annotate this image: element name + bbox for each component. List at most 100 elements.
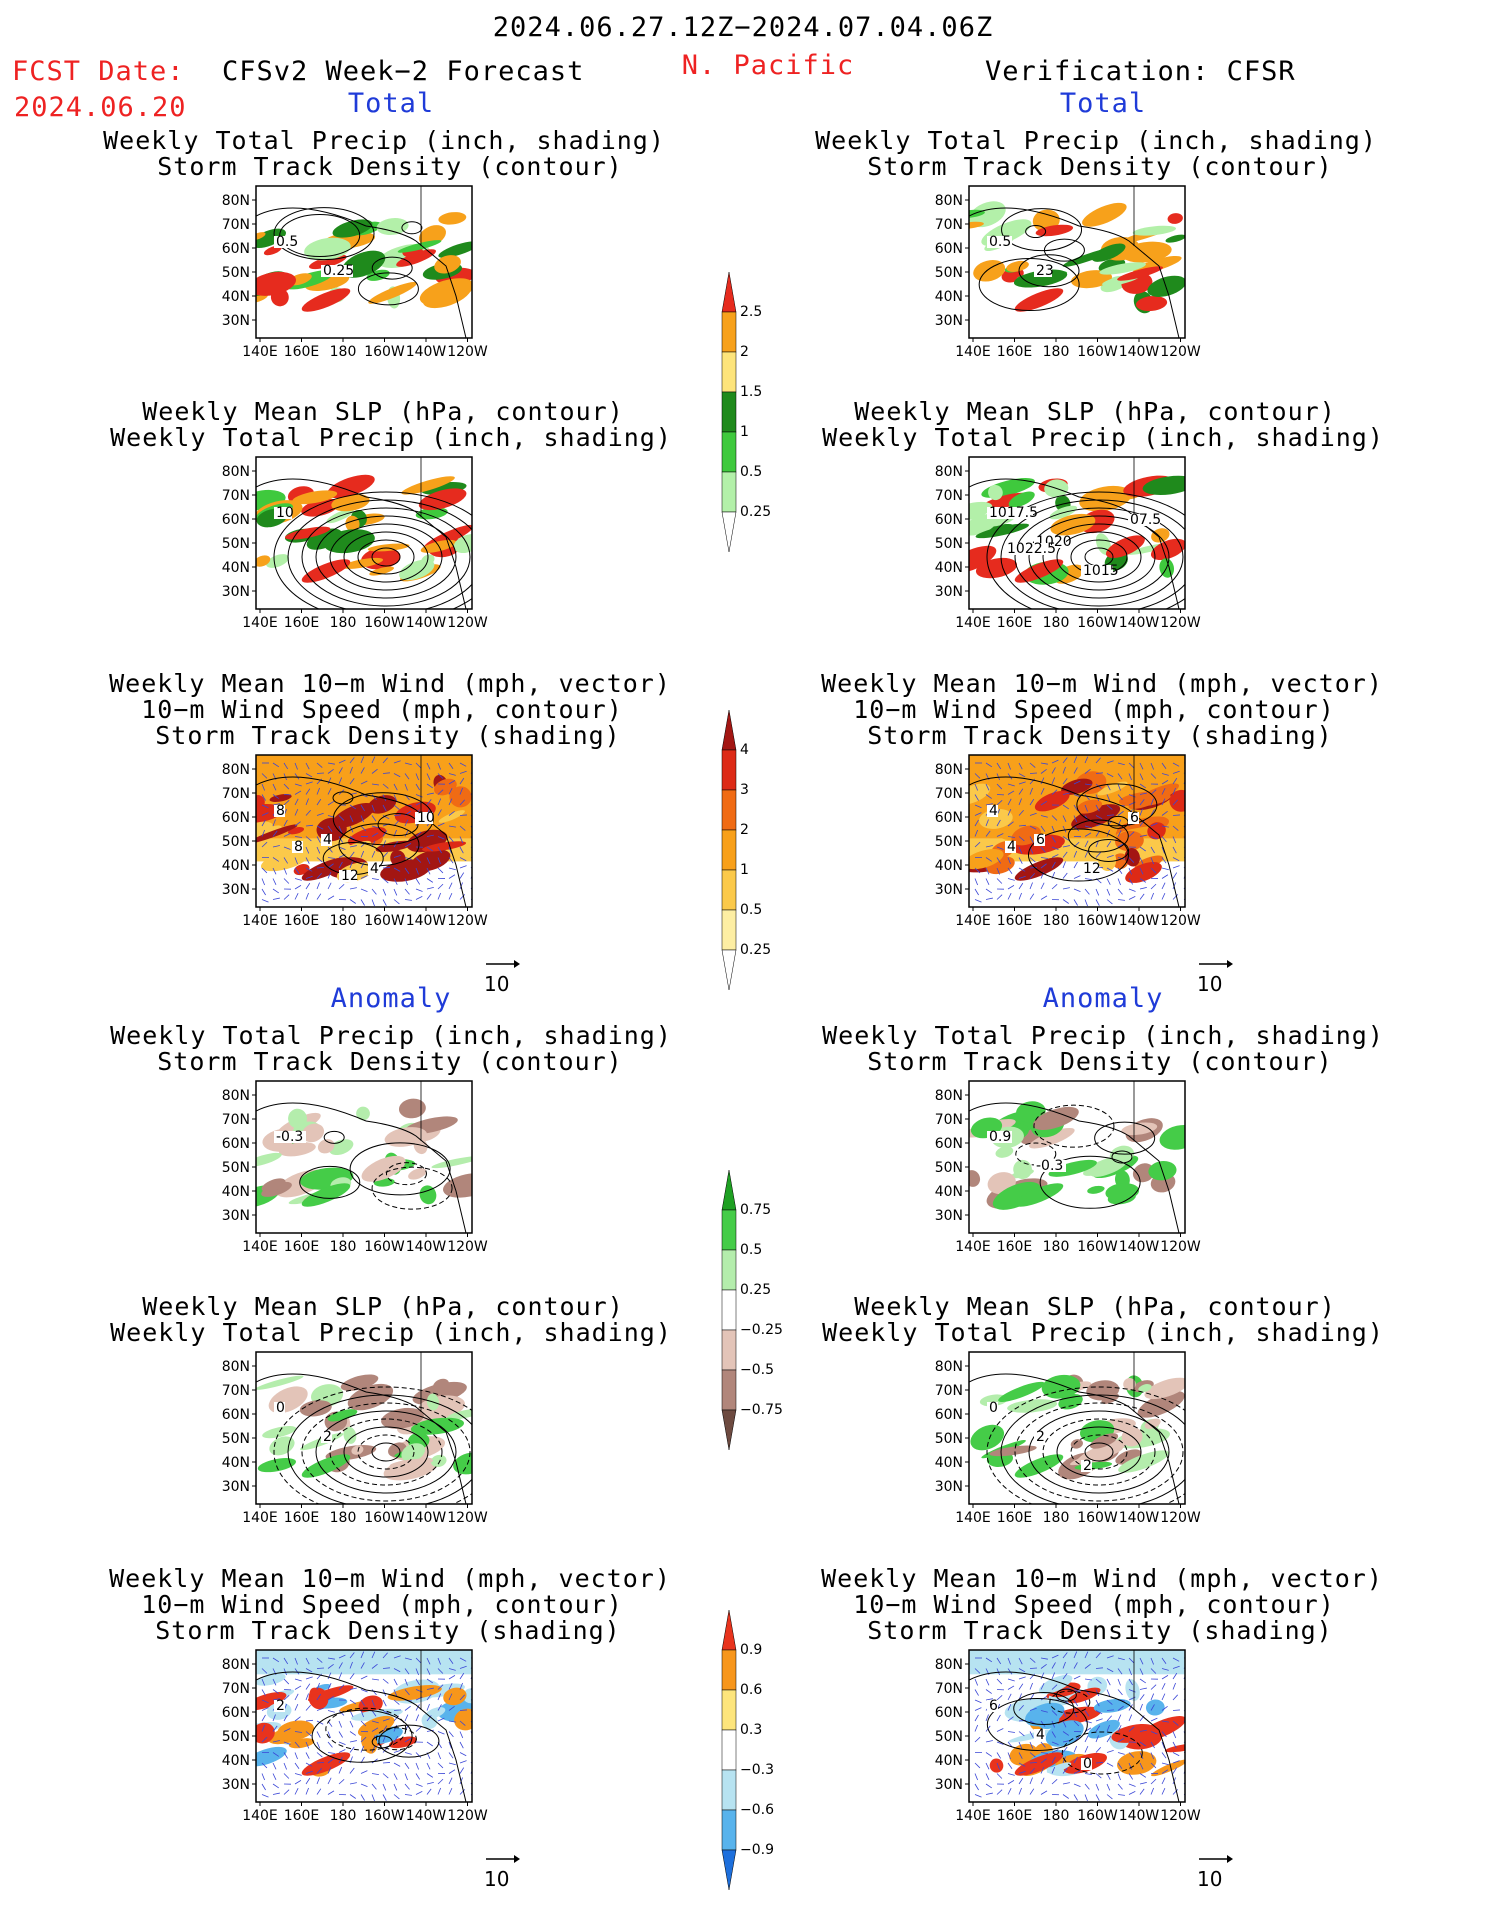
contour-label: 4	[323, 832, 332, 848]
contour-line	[1049, 1690, 1091, 1714]
wind-vector	[448, 1777, 453, 1785]
wind-vector	[1073, 825, 1080, 832]
lat-tick-label: 50N	[935, 1160, 963, 1176]
coastline	[969, 207, 1080, 227]
wind-vector	[1007, 821, 1014, 827]
wind-vector	[305, 846, 310, 854]
shading-blob	[1029, 1127, 1075, 1149]
contour-label: 2	[276, 1698, 285, 1714]
wind-vector	[283, 833, 291, 837]
wind-vector	[1106, 899, 1113, 905]
shading-blob	[333, 840, 372, 860]
lon-tick-label: 160W	[364, 344, 405, 360]
shading-blob	[361, 1155, 406, 1182]
shading-blob	[299, 1400, 332, 1417]
lon-tick-label: 160E	[284, 1510, 320, 1526]
lon-tick-label: 160E	[997, 913, 1033, 929]
storm-anom-shading	[256, 1650, 472, 1675]
wind-vector	[1161, 1668, 1169, 1671]
shading-blob	[256, 1375, 304, 1390]
wind-vector	[371, 1663, 378, 1669]
wind-vector	[360, 1745, 365, 1753]
contour-label: 0.9	[989, 1129, 1011, 1145]
coastline	[1078, 1689, 1180, 1802]
contour-label: 2	[1036, 1429, 1045, 1445]
coastline	[1078, 1391, 1180, 1504]
map-frame	[968, 185, 1186, 339]
lon-tick-label: 140W	[406, 1808, 447, 1824]
title-left-slp-anom-2: Weekly Total Precip (inch, shading)	[110, 1318, 672, 1347]
wind-vector	[1095, 757, 1101, 764]
wind-vector	[1018, 882, 1024, 890]
colorbar-swatch	[721, 271, 737, 313]
colorbar-swatch	[721, 431, 737, 473]
wind-vector	[1095, 1762, 1104, 1764]
contour-line	[325, 1707, 407, 1751]
wind-vector	[1117, 1783, 1123, 1790]
wind-vector	[985, 897, 993, 900]
wind-vector	[448, 1693, 453, 1701]
title-left-slp-total-2: Weekly Total Precip (inch, shading)	[110, 423, 672, 452]
wind-vector	[371, 850, 376, 858]
wind-vector	[1139, 1741, 1146, 1747]
lat-tick-label: 30N	[935, 1777, 963, 1793]
colorbar-label: 4	[740, 742, 749, 758]
wind-vector	[327, 825, 333, 832]
wind-vector	[974, 1689, 979, 1696]
lat-tick-label: 80N	[222, 464, 250, 480]
wind-vector	[448, 1683, 453, 1690]
title-right-wind-total-1: Weekly Mean 10−m Wind (mph, vector)	[821, 669, 1383, 698]
wind-vector	[294, 1788, 299, 1795]
wind-vector	[1040, 1758, 1047, 1764]
shading-blob	[969, 849, 1004, 870]
wind-vector	[261, 1668, 268, 1674]
wind-vector	[261, 783, 266, 791]
wind-vector	[393, 878, 398, 885]
wind-vector	[1040, 1790, 1048, 1795]
contour-label-bg	[1081, 565, 1113, 577]
wind-vector	[1029, 873, 1035, 879]
contour-label-bg	[987, 1402, 998, 1414]
wind-vector	[1161, 1731, 1167, 1738]
wind-vector	[985, 803, 993, 806]
wind-vector	[1007, 878, 1015, 881]
shading-blob	[430, 1454, 447, 1468]
wind-vector	[1040, 825, 1046, 832]
wind-vector	[371, 1783, 377, 1790]
wind-vector	[261, 841, 268, 848]
wind-vector	[283, 783, 290, 790]
wind-vector	[974, 1736, 981, 1743]
shading-blob	[1167, 213, 1183, 224]
wind-vector	[448, 762, 454, 769]
wind-vector	[327, 1731, 331, 1739]
wind-vector	[404, 1668, 410, 1675]
wind-vector	[1084, 888, 1090, 895]
lon-tick-label: 160W	[364, 1808, 405, 1824]
shading-blob	[343, 1426, 357, 1444]
wind-vector	[1161, 1769, 1169, 1774]
lon-tick-label: 120W	[1160, 913, 1201, 929]
wind-vector	[1073, 767, 1078, 774]
wind-vector	[1106, 888, 1111, 896]
wind-vector	[272, 867, 277, 875]
title-right-wind-anom-3: Storm Track Density (shading)	[867, 1616, 1333, 1645]
wind-vector	[1018, 1777, 1024, 1785]
title-right-precip-total-2: Storm Track Density (contour)	[867, 152, 1333, 181]
shading-blob	[425, 1707, 446, 1719]
wind-vector	[1106, 760, 1114, 764]
wind-vector	[1018, 809, 1024, 816]
contour-line	[273, 491, 472, 609]
wind-vector	[294, 1780, 302, 1785]
wind-vector	[1018, 875, 1026, 879]
contour-label-bg	[1034, 265, 1052, 277]
wind-vector	[283, 1678, 290, 1685]
wind-vector	[1150, 1704, 1155, 1711]
lat-tick-label: 60N	[935, 1407, 963, 1423]
wind-vector	[382, 867, 391, 869]
wind-vector	[985, 830, 991, 837]
lon-tick-label: 120W	[1160, 1239, 1201, 1255]
shading-blob	[969, 783, 991, 805]
colorbar-swatch	[721, 1769, 737, 1811]
